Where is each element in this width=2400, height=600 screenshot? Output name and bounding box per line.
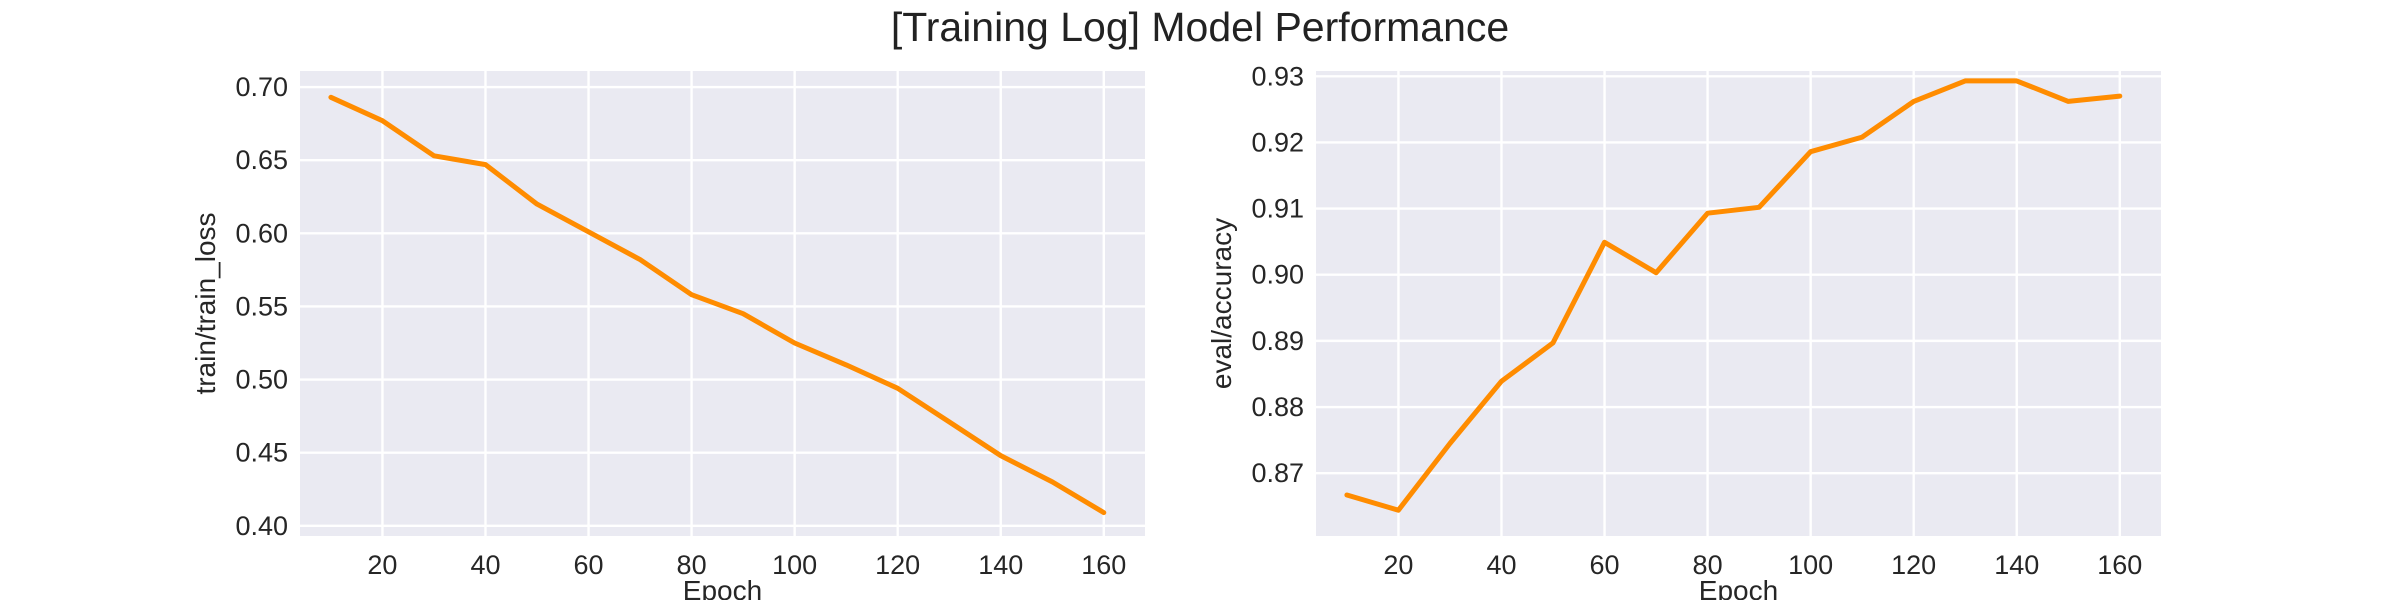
train-loss-x-tick-label: 140 xyxy=(978,550,1023,580)
train-loss-data-point xyxy=(1051,481,1053,483)
eval-accuracy-data-point xyxy=(1758,206,1760,208)
eval-accuracy-y-tick-label: 0.87 xyxy=(1251,458,1304,488)
eval-accuracy-data-point xyxy=(1810,151,1812,153)
eval-accuracy-y-tick-label: 0.91 xyxy=(1251,194,1304,224)
train-loss-data-point xyxy=(1103,512,1105,514)
eval-accuracy-y-axis-label: eval/accuracy xyxy=(1206,218,1237,389)
eval-accuracy-x-tick-label: 120 xyxy=(1891,550,1936,580)
figure-title: [Training Log] Model Performance xyxy=(891,4,1509,50)
train-loss-data-point xyxy=(845,364,847,366)
train-loss-data-point xyxy=(742,313,744,315)
train-loss-data-point xyxy=(484,163,487,166)
eval-accuracy-data-point xyxy=(1655,272,1657,274)
train-loss-x-tick-label: 80 xyxy=(677,550,707,580)
train-loss-data-point xyxy=(897,387,899,389)
eval-accuracy-x-tick-label: 80 xyxy=(1693,550,1723,580)
train-loss-y-tick-label: 0.45 xyxy=(235,438,288,468)
eval-accuracy-plot-area xyxy=(1316,71,2161,536)
eval-accuracy-panel: 20 40 60 80 100 120 140 160 0.87 0.88 0.89 0.90 0.91… xyxy=(1206,61,2161,600)
eval-accuracy-data-point xyxy=(1603,241,1606,243)
eval-accuracy-data-point xyxy=(2016,80,2018,82)
train-loss-data-point xyxy=(794,342,796,344)
eval-accuracy-y-tick-label: 0.88 xyxy=(1251,392,1304,422)
train-loss-y-tick-label: 0.65 xyxy=(235,145,288,175)
eval-accuracy-x-tick-label: 140 xyxy=(1994,550,2039,580)
train-loss-x-tick-label: 120 xyxy=(875,550,920,580)
eval-accuracy-x-tick-label: 20 xyxy=(1383,550,1413,580)
train-loss-panel: 20 40 60 80 100 120 140 160 0.40 0.45 0.50 0.55 0.60… xyxy=(190,71,1145,600)
eval-accuracy-data-point xyxy=(1449,442,1451,444)
eval-accuracy-y-tick-label: 0.93 xyxy=(1251,61,1304,91)
train-loss-data-point xyxy=(381,120,384,122)
eval-accuracy-data-point xyxy=(1552,342,1554,344)
eval-accuracy-x-tick-label: 60 xyxy=(1590,550,1620,580)
train-loss-data-point xyxy=(587,231,590,233)
eval-accuracy-data-point xyxy=(2119,95,2121,97)
train-loss-y-tick-label: 0.60 xyxy=(235,218,288,248)
train-loss-x-axis-label: Epoch xyxy=(683,575,762,600)
train-loss-data-point xyxy=(1000,454,1002,457)
eval-accuracy-data-point xyxy=(1346,494,1348,496)
train-loss-y-axis-label: train/train_loss xyxy=(190,212,221,394)
eval-accuracy-x-tick-label: 160 xyxy=(2097,550,2142,580)
train-loss-series-line xyxy=(328,94,1107,516)
train-loss-y-tick-label: 0.40 xyxy=(235,511,288,541)
train-loss-data-point xyxy=(330,96,332,98)
eval-accuracy-data-point xyxy=(2067,100,2069,103)
eval-accuracy-y-tick-label: 0.92 xyxy=(1251,127,1304,157)
train-loss-data-point xyxy=(536,203,538,205)
train-loss-x-tick-label: 40 xyxy=(470,550,500,580)
train-loss-data-point xyxy=(948,421,950,423)
train-loss-x-tick-label: 60 xyxy=(574,550,604,580)
eval-accuracy-data-point xyxy=(1964,80,1966,82)
train-loss-y-tick-label: 0.55 xyxy=(235,291,288,321)
eval-accuracy-data-point xyxy=(1706,212,1709,214)
eval-accuracy-data-point xyxy=(1913,100,1915,103)
eval-accuracy-series-line xyxy=(1344,78,2123,513)
eval-accuracy-x-tick-label: 100 xyxy=(1788,550,1833,580)
eval-accuracy-x-tick-label: 40 xyxy=(1486,550,1516,580)
train-loss-data-point xyxy=(639,259,641,261)
eval-accuracy-y-tick-label: 0.90 xyxy=(1251,260,1304,290)
eval-accuracy-data-point xyxy=(1397,509,1400,511)
train-loss-x-tick-label: 160 xyxy=(1081,550,1126,580)
eval-accuracy-data-point xyxy=(1861,136,1863,138)
train-loss-x-tick-label: 100 xyxy=(772,550,817,580)
eval-accuracy-y-tick-label: 0.89 xyxy=(1251,326,1304,356)
eval-accuracy-data-point xyxy=(1500,380,1503,382)
train-loss-y-tick-label: 0.70 xyxy=(235,72,288,102)
train-loss-y-tick-label: 0.50 xyxy=(235,365,288,395)
eval-accuracy-x-axis-label: Epoch xyxy=(1699,575,1778,600)
train-loss-data-point xyxy=(690,294,693,296)
train-loss-data-point xyxy=(433,155,435,157)
train-loss-x-tick-label: 20 xyxy=(367,550,397,580)
